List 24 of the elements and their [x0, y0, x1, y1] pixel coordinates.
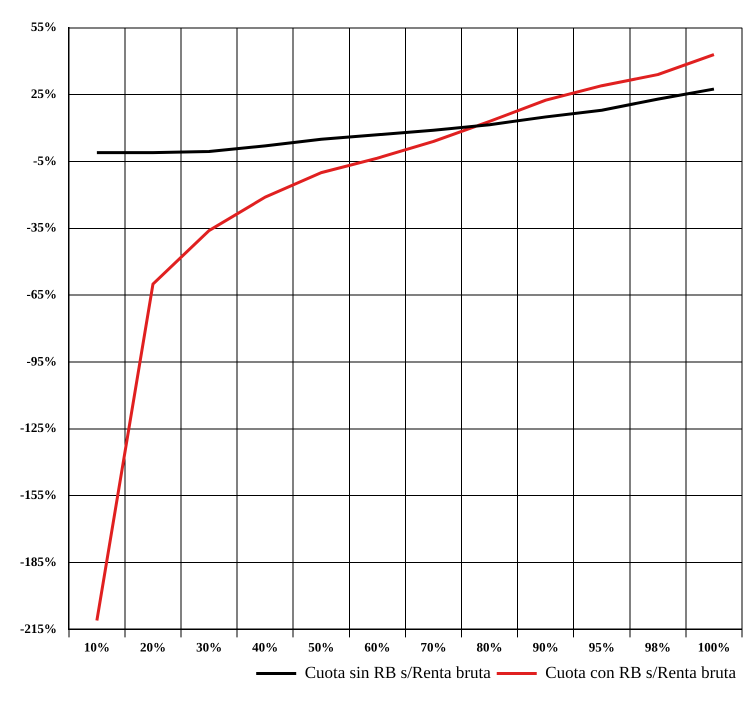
- x-tick-label: 80%: [476, 640, 503, 655]
- x-tick-label: 40%: [252, 640, 278, 655]
- y-tick-label: -155%: [20, 487, 57, 502]
- x-tick-label: 98%: [644, 640, 671, 655]
- y-tick-label: -215%: [20, 620, 57, 636]
- x-tick-label: 20%: [140, 640, 166, 655]
- x-tick-label: 60%: [364, 640, 390, 655]
- y-tick-label: -65%: [26, 286, 57, 302]
- x-tick-label: 90%: [532, 640, 559, 655]
- x-tick-label: 50%: [308, 640, 334, 655]
- y-tick-label: -125%: [20, 420, 57, 436]
- y-tick-label: -185%: [20, 554, 57, 569]
- x-tick-label: 10%: [84, 640, 110, 655]
- x-tick-label: 70%: [420, 640, 446, 655]
- legend-label: Cuota con RB s/Renta bruta: [545, 662, 736, 682]
- y-tick-label: -95%: [26, 353, 57, 368]
- legend-label: Cuota sin RB s/Renta bruta: [304, 662, 492, 682]
- x-tick-label: 30%: [196, 640, 222, 655]
- y-tick-label: 25%: [30, 86, 57, 102]
- y-tick-label: -35%: [26, 220, 57, 235]
- x-tick-label: 100%: [698, 640, 730, 655]
- y-tick-label: 55%: [30, 19, 57, 34]
- y-tick-label: -5%: [32, 152, 57, 168]
- x-tick-label: 95%: [588, 640, 615, 655]
